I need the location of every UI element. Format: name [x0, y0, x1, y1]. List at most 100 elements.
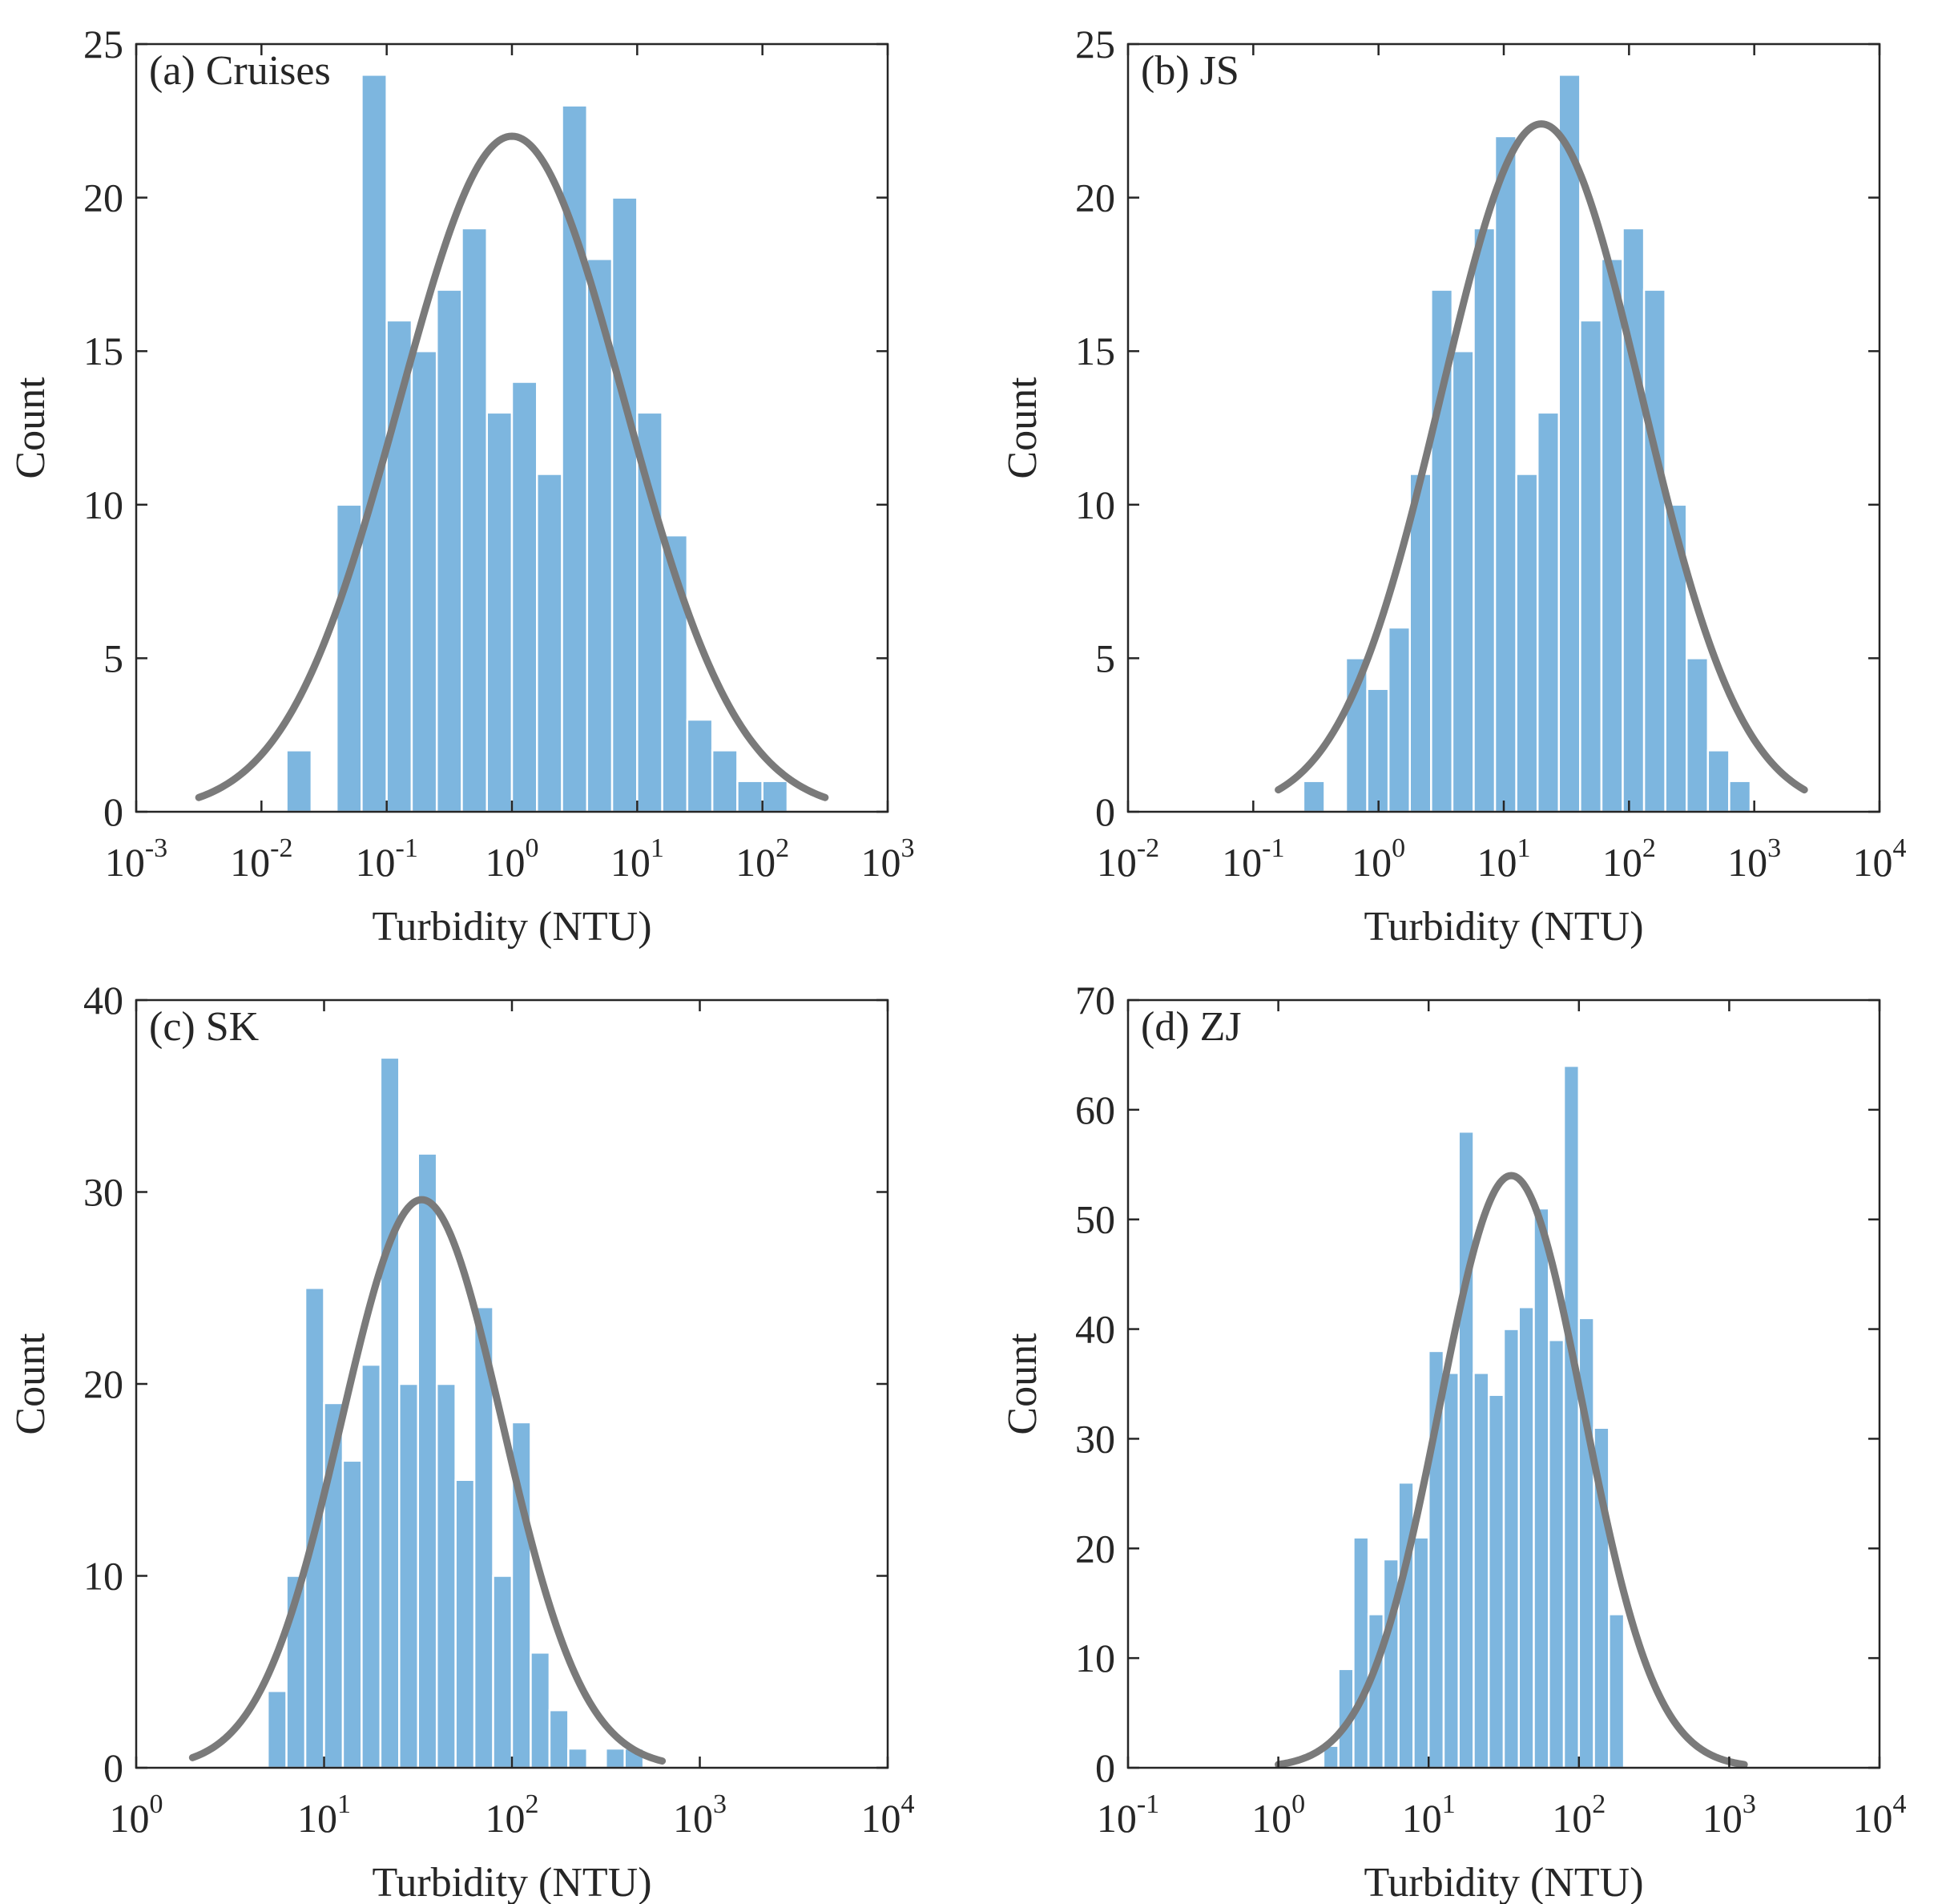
fit-curve: [195, 132, 829, 801]
y-axis-title: Count: [1000, 1333, 1046, 1435]
histogram-bar: [285, 749, 313, 813]
y-tick-label: 20: [83, 175, 123, 220]
x-tick-label: 100: [110, 1789, 163, 1841]
histogram-bar: [398, 1382, 419, 1769]
panel-label: (b) JS: [1141, 48, 1239, 94]
x-tick-label: 102: [1602, 833, 1656, 885]
histogram-bar: [1502, 1328, 1521, 1769]
histogram-bar: [361, 1363, 382, 1769]
x-tick-label: 100: [486, 833, 539, 885]
histogram-bar: [1548, 1339, 1565, 1769]
x-tick-label: 10-1: [1097, 1789, 1159, 1841]
y-tick-label: 30: [83, 1170, 123, 1215]
x-tick-label: 100: [1352, 833, 1405, 885]
bars: [1302, 74, 1752, 813]
histogram-bar: [1562, 1064, 1581, 1769]
bars: [266, 1056, 645, 1769]
x-tick-label: 102: [735, 833, 789, 885]
histogram-bar: [610, 196, 639, 813]
y-axis-title: Count: [8, 1333, 54, 1435]
histogram-bar: [530, 1652, 551, 1769]
bars: [285, 74, 789, 813]
histogram-bar: [1473, 227, 1497, 813]
x-tick-label: 102: [486, 1789, 539, 1841]
y-tick-label: 15: [83, 329, 123, 373]
x-axis-title: Turbidity (NTU): [372, 904, 651, 950]
x-tick-label: 103: [1702, 1789, 1756, 1841]
y-tick-label: 50: [1075, 1197, 1115, 1242]
histogram-bar: [1367, 1613, 1385, 1769]
histogram-bar: [1352, 1536, 1370, 1769]
histogram-bar: [1457, 1130, 1475, 1769]
x-tick-label: 104: [1853, 1789, 1907, 1841]
histogram-bar: [492, 1575, 514, 1769]
y-tick-label: 10: [83, 1554, 123, 1599]
bars: [1322, 1064, 1626, 1769]
histogram-bar: [1493, 135, 1517, 813]
histogram-bar: [341, 1459, 363, 1769]
x-tick-label: 104: [861, 1789, 915, 1841]
histogram-bar: [1487, 1394, 1505, 1769]
y-tick-label: 5: [1095, 635, 1115, 680]
histogram-bar: [1412, 1536, 1430, 1769]
histogram-bar: [1557, 74, 1581, 813]
histogram-bar: [686, 718, 714, 813]
x-tick-label: 100: [1251, 1789, 1305, 1841]
axes-box: [1126, 998, 1881, 1769]
y-tick-label: 20: [83, 1361, 123, 1406]
panel-b: 0 5 10 15 20 25 10-2 10-1 100 101 102 103 104 Turbidi…: [1000, 22, 1907, 950]
histogram-bar: [1408, 473, 1432, 813]
y-axis-title: Count: [8, 377, 54, 479]
histogram-bar: [711, 749, 739, 813]
histogram-bar: [1366, 688, 1390, 813]
x-axis-title: Turbidity (NTU): [372, 1860, 651, 1904]
panel-label: (a) Cruises: [149, 48, 331, 94]
histogram-bar: [1608, 1613, 1626, 1769]
histogram-bar: [510, 381, 538, 813]
histogram-bar: [1517, 1305, 1535, 1769]
panel-label: (d) ZJ: [1141, 1004, 1242, 1050]
y-tick-label: 20: [1075, 1526, 1115, 1571]
histogram-bar: [736, 780, 764, 813]
histogram-bar: [486, 411, 514, 813]
x-tick-label: 103: [861, 833, 915, 885]
y-tick-label: 40: [1075, 1307, 1115, 1352]
fit-curve: [1275, 120, 1808, 794]
x-tick-label: 101: [610, 833, 664, 885]
panel-c: 0 10 20 30 40 100 101 102 103 104 Turbidity (NTU) C…: [8, 978, 915, 1904]
y-tick-label: 40: [83, 978, 123, 1023]
x-tick-label: 10-3: [105, 833, 167, 885]
histogram-bar: [454, 1478, 476, 1769]
y-tick-label: 0: [103, 1745, 123, 1790]
x-tick-label: 101: [297, 1789, 351, 1841]
histogram-bar: [410, 349, 438, 813]
histogram-bar: [1515, 473, 1539, 813]
y-axis-title: Count: [1000, 377, 1046, 479]
histogram-bar: [1473, 1372, 1490, 1769]
x-tick-label: 10-1: [1222, 833, 1284, 885]
fit-curve: [188, 1196, 667, 1765]
panel-label: (c) SK: [149, 1004, 260, 1050]
y-tick-label: 0: [1095, 1745, 1115, 1790]
histogram-bar: [1536, 411, 1561, 813]
y-tick-label: 0: [1095, 789, 1115, 834]
histogram-bar: [1451, 349, 1475, 813]
y-tick-label: 5: [103, 635, 123, 680]
histogram-bar: [361, 74, 388, 813]
x-tick-label: 10-1: [356, 833, 418, 885]
histogram-bar: [1686, 657, 1710, 813]
histogram-bar: [1706, 749, 1730, 813]
histogram-bar: [536, 473, 563, 813]
histogram-bar: [567, 1747, 589, 1769]
histogram-bar: [266, 1689, 288, 1769]
fit-curve: [1275, 1172, 1748, 1769]
x-tick-label: 103: [673, 1789, 727, 1841]
y-tick-label: 25: [1075, 22, 1115, 67]
histogram-bar: [548, 1708, 570, 1769]
x-tick-label: 10-2: [1097, 833, 1159, 885]
histogram-bar: [379, 1056, 401, 1769]
histogram-bar: [1579, 319, 1603, 813]
y-tick-label: 0: [103, 789, 123, 834]
y-tick-label: 25: [83, 22, 123, 67]
